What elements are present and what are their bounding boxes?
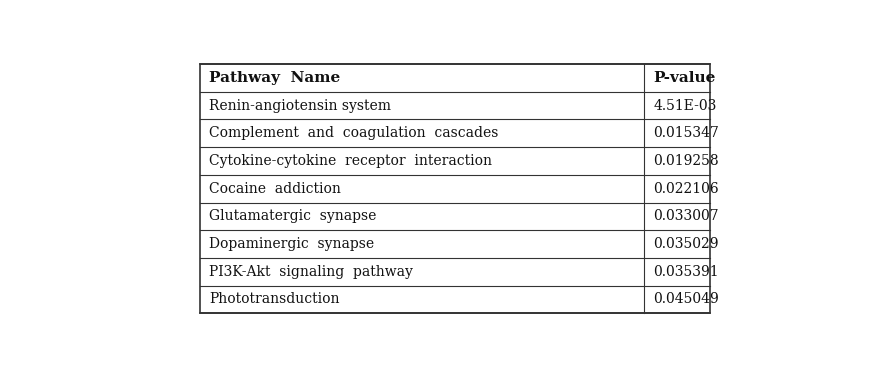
Text: Pathway  Name: Pathway Name [210, 71, 341, 85]
Text: Phototransduction: Phototransduction [210, 293, 340, 307]
Text: Cocaine  addiction: Cocaine addiction [210, 182, 341, 196]
Text: 0.045049: 0.045049 [654, 293, 719, 307]
Text: 0.019258: 0.019258 [654, 154, 719, 168]
Text: 0.015347: 0.015347 [654, 126, 719, 140]
Text: 4.51E-03: 4.51E-03 [654, 99, 717, 113]
Text: 0.035029: 0.035029 [654, 237, 718, 251]
Text: Cytokine-cytokine  receptor  interaction: Cytokine-cytokine receptor interaction [210, 154, 493, 168]
Text: Complement  and  coagulation  cascades: Complement and coagulation cascades [210, 126, 499, 140]
Text: Glutamatergic  synapse: Glutamatergic synapse [210, 209, 377, 223]
Text: 0.033007: 0.033007 [654, 209, 719, 223]
Text: PI3K-Akt  signaling  pathway: PI3K-Akt signaling pathway [210, 265, 413, 279]
Text: Renin-angiotensin system: Renin-angiotensin system [210, 99, 392, 113]
Text: 0.022106: 0.022106 [654, 182, 719, 196]
Text: P-value: P-value [654, 71, 716, 85]
Text: 0.035391: 0.035391 [654, 265, 719, 279]
Text: Dopaminergic  synapse: Dopaminergic synapse [210, 237, 375, 251]
